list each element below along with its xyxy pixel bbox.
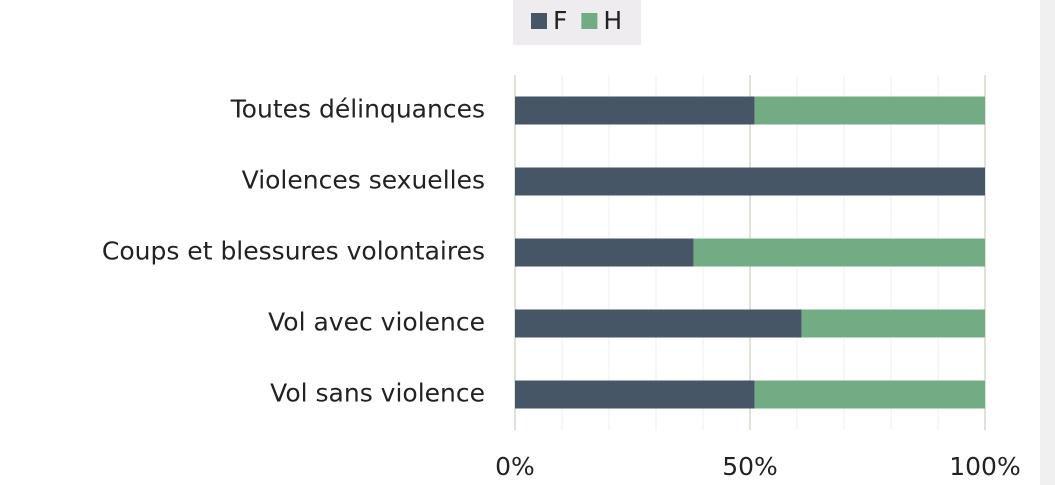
bar-segment — [515, 167, 985, 196]
y-tick-label: Vol sans violence — [270, 379, 485, 408]
y-tick-label: Coups et blessures volontaires — [102, 237, 485, 266]
bar-segment — [693, 238, 985, 267]
legend-swatch — [531, 13, 547, 29]
legend-label: H — [603, 6, 622, 35]
bar-segment — [515, 96, 755, 125]
legend-swatch — [581, 13, 598, 29]
bar-segment — [515, 380, 755, 409]
x-tick-label: 100% — [949, 452, 1020, 481]
scrollbar — [1040, 0, 1055, 485]
bar-segment — [515, 238, 694, 267]
bar-segment — [754, 380, 985, 409]
x-tick-label: 0% — [495, 452, 535, 481]
x-tick-label: 50% — [722, 452, 778, 481]
y-tick-label: Vol avec violence — [268, 308, 485, 337]
bar-segment — [515, 309, 802, 338]
bar-segment — [801, 309, 985, 338]
legend-label: F — [553, 6, 567, 35]
y-tick-label: Toutes délinquances — [230, 95, 485, 124]
y-tick-label: Violences sexuelles — [242, 166, 485, 195]
bar-segment — [754, 96, 985, 125]
